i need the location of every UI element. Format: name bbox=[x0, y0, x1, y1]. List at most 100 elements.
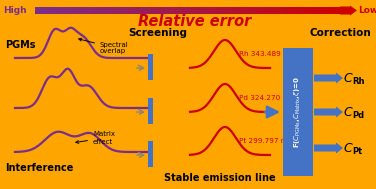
Polygon shape bbox=[142, 7, 143, 14]
Polygon shape bbox=[169, 7, 170, 14]
Polygon shape bbox=[99, 7, 100, 14]
Polygon shape bbox=[105, 7, 106, 14]
Polygon shape bbox=[331, 7, 332, 14]
Polygon shape bbox=[42, 7, 43, 14]
Polygon shape bbox=[249, 7, 250, 14]
Polygon shape bbox=[228, 7, 229, 14]
Polygon shape bbox=[40, 7, 41, 14]
Polygon shape bbox=[141, 7, 142, 14]
Polygon shape bbox=[277, 7, 278, 14]
Polygon shape bbox=[250, 7, 252, 14]
Polygon shape bbox=[260, 7, 261, 14]
Polygon shape bbox=[204, 7, 205, 14]
Polygon shape bbox=[216, 7, 217, 14]
Polygon shape bbox=[308, 7, 309, 14]
Polygon shape bbox=[145, 7, 146, 14]
Polygon shape bbox=[46, 7, 47, 14]
Polygon shape bbox=[294, 7, 295, 14]
Polygon shape bbox=[78, 7, 79, 14]
Polygon shape bbox=[39, 7, 40, 14]
Polygon shape bbox=[236, 7, 237, 14]
Polygon shape bbox=[91, 7, 92, 14]
Polygon shape bbox=[185, 7, 186, 14]
Polygon shape bbox=[129, 7, 130, 14]
Polygon shape bbox=[77, 7, 78, 14]
Polygon shape bbox=[49, 7, 50, 14]
Polygon shape bbox=[179, 7, 180, 14]
Polygon shape bbox=[299, 7, 300, 14]
Polygon shape bbox=[306, 7, 308, 14]
Polygon shape bbox=[86, 7, 87, 14]
Polygon shape bbox=[255, 7, 256, 14]
Polygon shape bbox=[182, 7, 183, 14]
Polygon shape bbox=[210, 7, 211, 14]
Polygon shape bbox=[258, 7, 259, 14]
Polygon shape bbox=[55, 7, 56, 14]
Polygon shape bbox=[43, 7, 44, 14]
Polygon shape bbox=[333, 7, 334, 14]
Text: Rh 343.489 nm: Rh 343.489 nm bbox=[239, 51, 294, 57]
Polygon shape bbox=[335, 7, 336, 14]
Text: Pd: Pd bbox=[352, 111, 364, 120]
Polygon shape bbox=[271, 7, 272, 14]
Polygon shape bbox=[235, 7, 236, 14]
Polygon shape bbox=[153, 7, 154, 14]
Polygon shape bbox=[109, 7, 110, 14]
Polygon shape bbox=[226, 7, 227, 14]
Polygon shape bbox=[94, 7, 95, 14]
Polygon shape bbox=[89, 7, 90, 14]
Polygon shape bbox=[177, 7, 178, 14]
Polygon shape bbox=[80, 7, 81, 14]
Text: Interference: Interference bbox=[5, 163, 73, 173]
Polygon shape bbox=[195, 7, 196, 14]
Polygon shape bbox=[231, 7, 232, 14]
Polygon shape bbox=[113, 7, 114, 14]
Polygon shape bbox=[223, 7, 224, 14]
Polygon shape bbox=[149, 7, 150, 14]
Polygon shape bbox=[155, 7, 156, 14]
Polygon shape bbox=[47, 7, 48, 14]
Text: Pt 299.797 nm: Pt 299.797 nm bbox=[239, 138, 292, 144]
FancyArrow shape bbox=[314, 73, 343, 84]
Polygon shape bbox=[110, 7, 111, 14]
Polygon shape bbox=[79, 7, 80, 14]
Polygon shape bbox=[291, 7, 292, 14]
Polygon shape bbox=[65, 7, 67, 14]
Polygon shape bbox=[315, 7, 317, 14]
Bar bbox=[148, 54, 153, 80]
Polygon shape bbox=[287, 7, 288, 14]
Polygon shape bbox=[329, 7, 330, 14]
Polygon shape bbox=[325, 7, 326, 14]
Polygon shape bbox=[103, 7, 104, 14]
Text: PGMs: PGMs bbox=[5, 40, 35, 50]
Polygon shape bbox=[126, 7, 127, 14]
Polygon shape bbox=[74, 7, 75, 14]
Text: Rh: Rh bbox=[352, 77, 364, 86]
Polygon shape bbox=[188, 7, 190, 14]
Polygon shape bbox=[261, 7, 262, 14]
Polygon shape bbox=[172, 7, 173, 14]
Polygon shape bbox=[272, 7, 273, 14]
FancyArrow shape bbox=[340, 5, 357, 15]
Polygon shape bbox=[263, 7, 264, 14]
Polygon shape bbox=[205, 7, 206, 14]
Polygon shape bbox=[208, 7, 209, 14]
Polygon shape bbox=[298, 7, 299, 14]
Polygon shape bbox=[232, 7, 233, 14]
Polygon shape bbox=[238, 7, 240, 14]
Polygon shape bbox=[200, 7, 201, 14]
Polygon shape bbox=[312, 7, 314, 14]
Polygon shape bbox=[150, 7, 151, 14]
Polygon shape bbox=[296, 7, 297, 14]
Polygon shape bbox=[328, 7, 329, 14]
Polygon shape bbox=[76, 7, 77, 14]
Polygon shape bbox=[330, 7, 331, 14]
Polygon shape bbox=[246, 7, 247, 14]
Polygon shape bbox=[93, 7, 94, 14]
Polygon shape bbox=[257, 7, 258, 14]
Polygon shape bbox=[191, 7, 193, 14]
Polygon shape bbox=[266, 7, 267, 14]
Text: Spectral
overlap: Spectral overlap bbox=[79, 38, 129, 54]
Polygon shape bbox=[139, 7, 140, 14]
Polygon shape bbox=[326, 7, 327, 14]
